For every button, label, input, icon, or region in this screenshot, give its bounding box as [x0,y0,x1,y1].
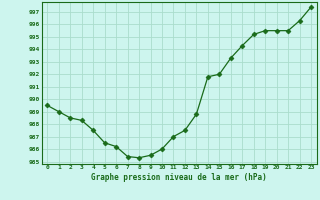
X-axis label: Graphe pression niveau de la mer (hPa): Graphe pression niveau de la mer (hPa) [91,173,267,182]
